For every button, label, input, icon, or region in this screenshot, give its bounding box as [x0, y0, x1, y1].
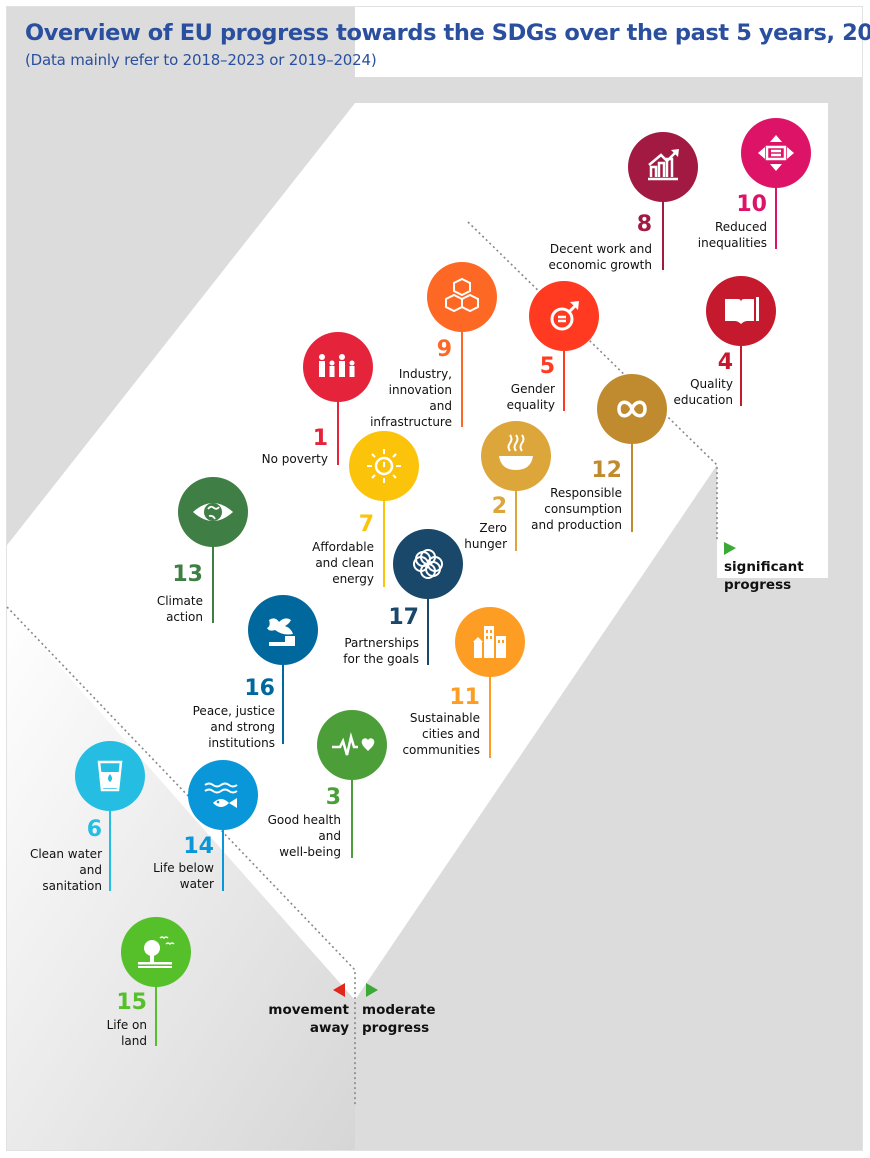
sdg-8-label: Decent work and economic growth [548, 242, 652, 272]
sdg-12-number: 12 [591, 458, 622, 483]
sdg-9-number: 9 [436, 337, 452, 362]
infinity-icon [617, 400, 647, 418]
sdg-13-number: 13 [172, 562, 203, 587]
sdg-10-number: 10 [736, 192, 767, 217]
sdg-3-circle [317, 710, 387, 780]
sdg-3-label: Good health and well-being [267, 813, 341, 859]
sdg-11-number: 11 [449, 685, 480, 710]
tree-icon [138, 936, 175, 968]
sdg-2-number: 2 [491, 494, 507, 519]
sdg-11-pin [455, 607, 525, 758]
away-zone [7, 607, 355, 1150]
sdg-14-circle [188, 760, 258, 830]
page-title: Overview of EU progress towards the SDGs… [25, 20, 870, 46]
sdg-14-label: Life below water [153, 861, 214, 891]
sdg-7-label: Affordable and clean energy [312, 540, 374, 586]
equality-arrows-icon [758, 135, 794, 171]
sdg-14-number: 14 [183, 834, 214, 859]
top-left-grey [7, 7, 355, 545]
sdg-1-circle [303, 332, 373, 402]
sdg-7-pin [349, 431, 419, 587]
city-icon [473, 626, 506, 658]
sdg-5-number: 5 [539, 354, 555, 379]
water-glass-icon [97, 760, 123, 792]
sdg-2-pin [481, 421, 551, 551]
legend-moderate: moderate progress [362, 1002, 436, 1036]
moderate-arrow-icon [366, 983, 378, 997]
sdg-17-label: Partnerships for the goals [343, 636, 419, 666]
legend-significant: significant progress [724, 559, 804, 593]
heartbeat-icon [332, 732, 375, 756]
sdg-4-pin [706, 276, 776, 406]
sdg-7-number: 7 [358, 512, 374, 537]
book-icon [725, 297, 759, 324]
sdg-1-label: No poverty [261, 452, 328, 466]
sdg-6-number: 6 [86, 817, 102, 842]
sdg-5-pin [529, 281, 599, 411]
sdg-15-label: Life on land [106, 1018, 147, 1048]
sdg-5-label: Gender equality [506, 382, 555, 412]
bowl-icon [499, 434, 533, 470]
cubes-icon [445, 277, 479, 313]
sdg-4-number: 4 [717, 350, 733, 375]
sdg-8-pin [628, 132, 698, 270]
fish-icon [204, 782, 238, 808]
family-icon [319, 354, 355, 377]
outer-frame [6, 6, 863, 1151]
sdg-6-pin [75, 741, 145, 891]
growth-chart-icon [648, 149, 679, 181]
away-arrow-icon [333, 983, 345, 997]
eye-globe-icon [193, 503, 233, 521]
sdg-10-label: Reduced inequalities [697, 220, 767, 250]
sdg-6-label: Clean water and sanitation [29, 847, 102, 893]
sdg-11-label: Sustainable cities and communities [402, 711, 480, 757]
dove-gavel-icon [267, 618, 295, 646]
sdg-17-number: 17 [388, 605, 419, 630]
sdg-15-pin [121, 917, 191, 1046]
sdg-1-number: 1 [312, 426, 328, 451]
sdg-8-number: 8 [636, 212, 652, 237]
sdg-12-label: Responsible consumption and production [531, 486, 622, 532]
sdg-15-number: 15 [116, 990, 147, 1015]
sdg-4-label: Quality education [673, 377, 733, 407]
sdg-14-pin [188, 760, 258, 891]
sdg-2-label: Zero hunger [464, 521, 507, 551]
significant-arrow-icon [724, 542, 736, 555]
sdg-12-pin [597, 374, 667, 532]
sdg-17-pin [393, 529, 463, 665]
sdg-13-label: Climate action [156, 594, 203, 624]
sdg-16-number: 16 [244, 676, 275, 701]
legend-away: movement away [268, 1002, 349, 1036]
sdg-13-pin [178, 477, 248, 623]
sun-power-icon [367, 449, 401, 483]
sdg-1-pin [303, 332, 373, 465]
sdg-10-pin [741, 118, 811, 249]
gender-icon [550, 301, 579, 331]
sdg-9-circle [427, 262, 497, 332]
sdg-3-number: 3 [325, 785, 341, 810]
rings-icon [413, 549, 443, 579]
sdg-16-pin [248, 595, 318, 744]
page-subtitle: (Data mainly refer to 2018–2023 or 2019–… [25, 51, 377, 69]
sdg-9-pin [427, 262, 497, 427]
sdg-10-circle [741, 118, 811, 188]
sdg-9-label: Industry, innovation and infrastructure [370, 367, 452, 429]
sdg-3-pin [317, 710, 387, 858]
sdg-16-label: Peace, justice and strong institutions [192, 704, 275, 750]
